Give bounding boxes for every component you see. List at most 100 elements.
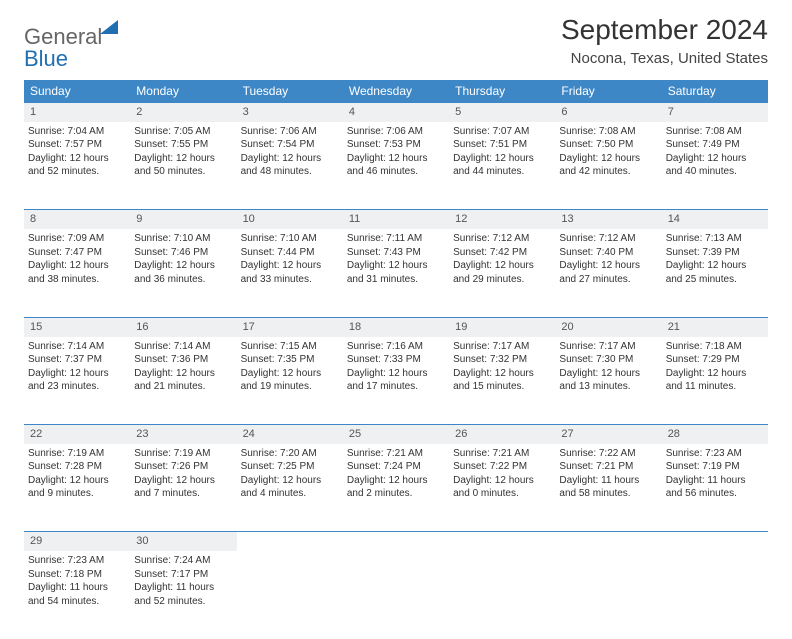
- sunrise-text: Sunrise: 7:06 AM: [347, 125, 445, 139]
- day-cell-body: Sunrise: 7:08 AMSunset: 7:50 PMDaylight:…: [559, 124, 657, 179]
- day-number: 13: [561, 212, 655, 227]
- calendar-table: SundayMondayTuesdayWednesdayThursdayFrid…: [24, 80, 768, 639]
- day-cell: [343, 551, 449, 639]
- daynum-row: 891011121314: [24, 210, 768, 229]
- day-number-cell: 4: [343, 103, 449, 122]
- sunset-text: Sunset: 7:50 PM: [559, 138, 657, 152]
- day-cell: Sunrise: 7:05 AMSunset: 7:55 PMDaylight:…: [130, 122, 236, 210]
- day-number: 24: [243, 427, 337, 442]
- day-number-cell: [237, 532, 343, 551]
- day-cell: Sunrise: 7:17 AMSunset: 7:30 PMDaylight:…: [555, 337, 661, 425]
- calendar-body: 1234567Sunrise: 7:04 AMSunset: 7:57 PMDa…: [24, 103, 768, 639]
- daylight-text: Daylight: 12 hours and 11 minutes.: [666, 367, 764, 394]
- day-number-cell: 2: [130, 103, 236, 122]
- day-cell-body: Sunrise: 7:24 AMSunset: 7:17 PMDaylight:…: [134, 553, 232, 608]
- day-number: 20: [561, 320, 655, 335]
- day-number-cell: 13: [555, 210, 661, 229]
- day-cell-body: Sunrise: 7:05 AMSunset: 7:55 PMDaylight:…: [134, 124, 232, 179]
- sunset-text: Sunset: 7:39 PM: [666, 246, 764, 260]
- day-number-cell: 15: [24, 317, 130, 336]
- daylight-text: Daylight: 12 hours and 21 minutes.: [134, 367, 232, 394]
- sunrise-text: Sunrise: 7:13 AM: [666, 232, 764, 246]
- day-number-cell: 27: [555, 425, 661, 444]
- day-number: 16: [136, 320, 230, 335]
- sunrise-text: Sunrise: 7:22 AM: [559, 447, 657, 461]
- sunrise-text: Sunrise: 7:10 AM: [241, 232, 339, 246]
- day-header: Sunday: [24, 80, 130, 103]
- day-number-cell: 7: [662, 103, 768, 122]
- day-number: 14: [668, 212, 762, 227]
- day-cell: Sunrise: 7:16 AMSunset: 7:33 PMDaylight:…: [343, 337, 449, 425]
- day-cell: Sunrise: 7:22 AMSunset: 7:21 PMDaylight:…: [555, 444, 661, 532]
- sunset-text: Sunset: 7:35 PM: [241, 353, 339, 367]
- location-text: Nocona, Texas, United States: [561, 50, 768, 67]
- day-cell: Sunrise: 7:10 AMSunset: 7:44 PMDaylight:…: [237, 229, 343, 317]
- day-cell-body: Sunrise: 7:19 AMSunset: 7:26 PMDaylight:…: [134, 446, 232, 501]
- day-number-cell: 19: [449, 317, 555, 336]
- day-header: Monday: [130, 80, 236, 103]
- header: General Blue September 2024 Nocona, Texa…: [24, 14, 768, 70]
- daynum-row: 15161718192021: [24, 317, 768, 336]
- daylight-text: Daylight: 11 hours and 58 minutes.: [559, 474, 657, 501]
- sunrise-text: Sunrise: 7:16 AM: [347, 340, 445, 354]
- sunrise-text: Sunrise: 7:04 AM: [28, 125, 126, 139]
- daylight-text: Daylight: 12 hours and 46 minutes.: [347, 152, 445, 179]
- sunrise-text: Sunrise: 7:20 AM: [241, 447, 339, 461]
- day-number: 7: [668, 105, 762, 120]
- day-cell-body: Sunrise: 7:10 AMSunset: 7:44 PMDaylight:…: [241, 231, 339, 286]
- daylight-text: Daylight: 12 hours and 4 minutes.: [241, 474, 339, 501]
- sunset-text: Sunset: 7:25 PM: [241, 460, 339, 474]
- sunset-text: Sunset: 7:53 PM: [347, 138, 445, 152]
- day-cell: Sunrise: 7:10 AMSunset: 7:46 PMDaylight:…: [130, 229, 236, 317]
- day-cell: Sunrise: 7:19 AMSunset: 7:26 PMDaylight:…: [130, 444, 236, 532]
- day-cell-body: Sunrise: 7:07 AMSunset: 7:51 PMDaylight:…: [453, 124, 551, 179]
- day-number: 8: [30, 212, 124, 227]
- day-cell: [449, 551, 555, 639]
- day-number: 9: [136, 212, 230, 227]
- day-number-cell: 17: [237, 317, 343, 336]
- day-number: 22: [30, 427, 124, 442]
- sunrise-text: Sunrise: 7:23 AM: [666, 447, 764, 461]
- sunset-text: Sunset: 7:18 PM: [28, 568, 126, 582]
- sunset-text: Sunset: 7:19 PM: [666, 460, 764, 474]
- day-cell-body: Sunrise: 7:12 AMSunset: 7:40 PMDaylight:…: [559, 231, 657, 286]
- day-cell: Sunrise: 7:14 AMSunset: 7:37 PMDaylight:…: [24, 337, 130, 425]
- day-number: 5: [455, 105, 549, 120]
- day-cell-body: Sunrise: 7:17 AMSunset: 7:32 PMDaylight:…: [453, 339, 551, 394]
- day-cell-body: Sunrise: 7:20 AMSunset: 7:25 PMDaylight:…: [241, 446, 339, 501]
- day-number-cell: 8: [24, 210, 130, 229]
- day-number: 11: [349, 212, 443, 227]
- sunrise-text: Sunrise: 7:10 AM: [134, 232, 232, 246]
- day-cell-body: Sunrise: 7:21 AMSunset: 7:24 PMDaylight:…: [347, 446, 445, 501]
- day-number-cell: 6: [555, 103, 661, 122]
- day-number: 3: [243, 105, 337, 120]
- daylight-text: Daylight: 11 hours and 54 minutes.: [28, 581, 126, 608]
- sunrise-text: Sunrise: 7:05 AM: [134, 125, 232, 139]
- day-number: 27: [561, 427, 655, 442]
- day-number-cell: 25: [343, 425, 449, 444]
- sunset-text: Sunset: 7:46 PM: [134, 246, 232, 260]
- day-number-cell: 30: [130, 532, 236, 551]
- daylight-text: Daylight: 12 hours and 42 minutes.: [559, 152, 657, 179]
- day-cell-body: Sunrise: 7:14 AMSunset: 7:37 PMDaylight:…: [28, 339, 126, 394]
- sunset-text: Sunset: 7:29 PM: [666, 353, 764, 367]
- sunrise-text: Sunrise: 7:07 AM: [453, 125, 551, 139]
- sunset-text: Sunset: 7:28 PM: [28, 460, 126, 474]
- sunrise-text: Sunrise: 7:08 AM: [666, 125, 764, 139]
- day-cell-body: Sunrise: 7:13 AMSunset: 7:39 PMDaylight:…: [666, 231, 764, 286]
- month-title: September 2024: [561, 14, 768, 46]
- day-cell: [237, 551, 343, 639]
- week-row: Sunrise: 7:23 AMSunset: 7:18 PMDaylight:…: [24, 551, 768, 639]
- day-number: 25: [349, 427, 443, 442]
- daylight-text: Daylight: 12 hours and 48 minutes.: [241, 152, 339, 179]
- daylight-text: Daylight: 12 hours and 36 minutes.: [134, 259, 232, 286]
- day-number-cell: 1: [24, 103, 130, 122]
- week-row: Sunrise: 7:14 AMSunset: 7:37 PMDaylight:…: [24, 337, 768, 425]
- day-header: Friday: [555, 80, 661, 103]
- day-cell: Sunrise: 7:23 AMSunset: 7:19 PMDaylight:…: [662, 444, 768, 532]
- sunset-text: Sunset: 7:30 PM: [559, 353, 657, 367]
- daylight-text: Daylight: 12 hours and 2 minutes.: [347, 474, 445, 501]
- day-cell: Sunrise: 7:09 AMSunset: 7:47 PMDaylight:…: [24, 229, 130, 317]
- sunset-text: Sunset: 7:24 PM: [347, 460, 445, 474]
- day-cell-body: Sunrise: 7:16 AMSunset: 7:33 PMDaylight:…: [347, 339, 445, 394]
